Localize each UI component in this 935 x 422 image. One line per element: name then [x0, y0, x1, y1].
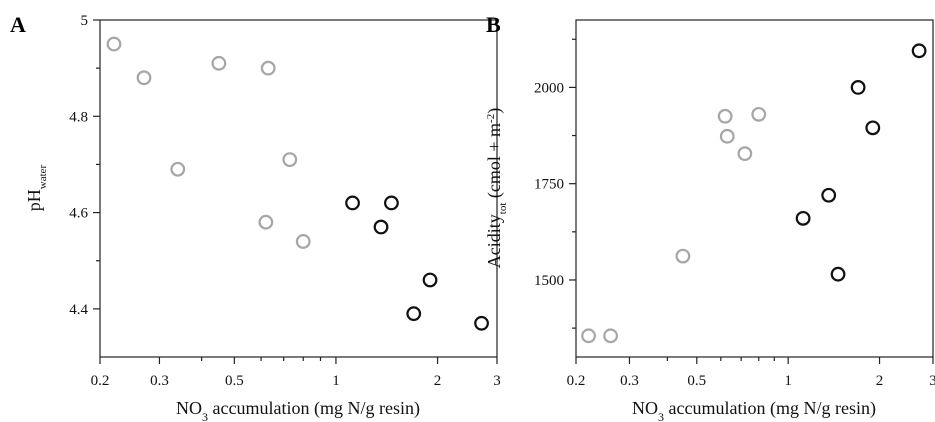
series-2	[345, 195, 489, 331]
x-tick-label: 1	[784, 373, 792, 389]
series-1	[106, 36, 311, 249]
x-tick-label: 2	[434, 373, 442, 389]
y-tick-label: 2000	[534, 80, 564, 96]
x-tick-label: 2	[876, 373, 884, 389]
data-point	[717, 108, 733, 124]
panel-a: A 0.2 0.3 0.5 1 2 3 4.4 4.6 4.8 5 NO3 accumulation …	[10, 12, 501, 422]
x-tick-label: 0.3	[150, 373, 169, 389]
data-point	[170, 161, 186, 177]
x-tick-label: 0.2	[567, 373, 586, 389]
data-point	[258, 214, 274, 230]
x-tick-label: 0.3	[620, 373, 639, 389]
data-point	[751, 106, 767, 122]
plot-frame	[575, 19, 934, 358]
y-tick-label: 4.8	[69, 109, 88, 125]
y-tick-label: 1750	[534, 177, 564, 193]
data-point	[422, 272, 438, 288]
data-point	[211, 55, 227, 71]
x-tick-label: 0.2	[91, 373, 110, 389]
data-point	[106, 36, 122, 52]
data-point	[821, 187, 837, 203]
data-point	[865, 120, 881, 136]
series-2	[795, 43, 927, 282]
y-axis-label: pHwater	[24, 164, 49, 211]
data-point	[373, 219, 389, 235]
data-point	[603, 328, 618, 344]
data-point	[474, 315, 489, 331]
data-point	[830, 266, 846, 282]
data-point	[737, 146, 753, 162]
data-point	[295, 234, 311, 249]
data-point	[719, 128, 735, 144]
panel-letter: A	[10, 12, 26, 37]
data-point	[406, 306, 422, 322]
data-point	[581, 328, 596, 344]
plot-frame	[99, 19, 498, 358]
data-point	[282, 152, 298, 168]
data-point	[345, 195, 360, 211]
data-point	[795, 210, 811, 226]
x-tick-label: 0.5	[687, 373, 706, 389]
panel-b: B 0.2 0.3 0.5 1 2 3 1500 1750 2000 NO3 accumulatio…	[484, 12, 935, 422]
x-axis-label: NO3 accumulation (mg N/g resin)	[176, 398, 420, 422]
y-axis-label: Aciditytot (cmol + m-2)	[484, 108, 509, 268]
x-axis-label: NO3 accumulation (mg N/g resin)	[632, 398, 876, 422]
data-point	[675, 248, 691, 264]
x-tick-label: 1	[332, 373, 340, 389]
y-tick-label: 4.4	[69, 302, 88, 318]
panel-letter: B	[486, 12, 501, 37]
x-tick-label: 3	[929, 373, 935, 389]
series-1	[581, 106, 767, 344]
data-point	[384, 195, 399, 211]
x-tick-label: 0.5	[225, 373, 244, 389]
y-tick-label: 1500	[534, 273, 564, 289]
data-point	[260, 60, 276, 76]
y-tick-label: 5	[81, 13, 89, 29]
data-point	[850, 79, 866, 95]
x-tick-label: 3	[493, 373, 501, 389]
data-point	[911, 43, 927, 59]
data-point	[136, 70, 152, 86]
y-tick-label: 4.6	[69, 206, 88, 222]
